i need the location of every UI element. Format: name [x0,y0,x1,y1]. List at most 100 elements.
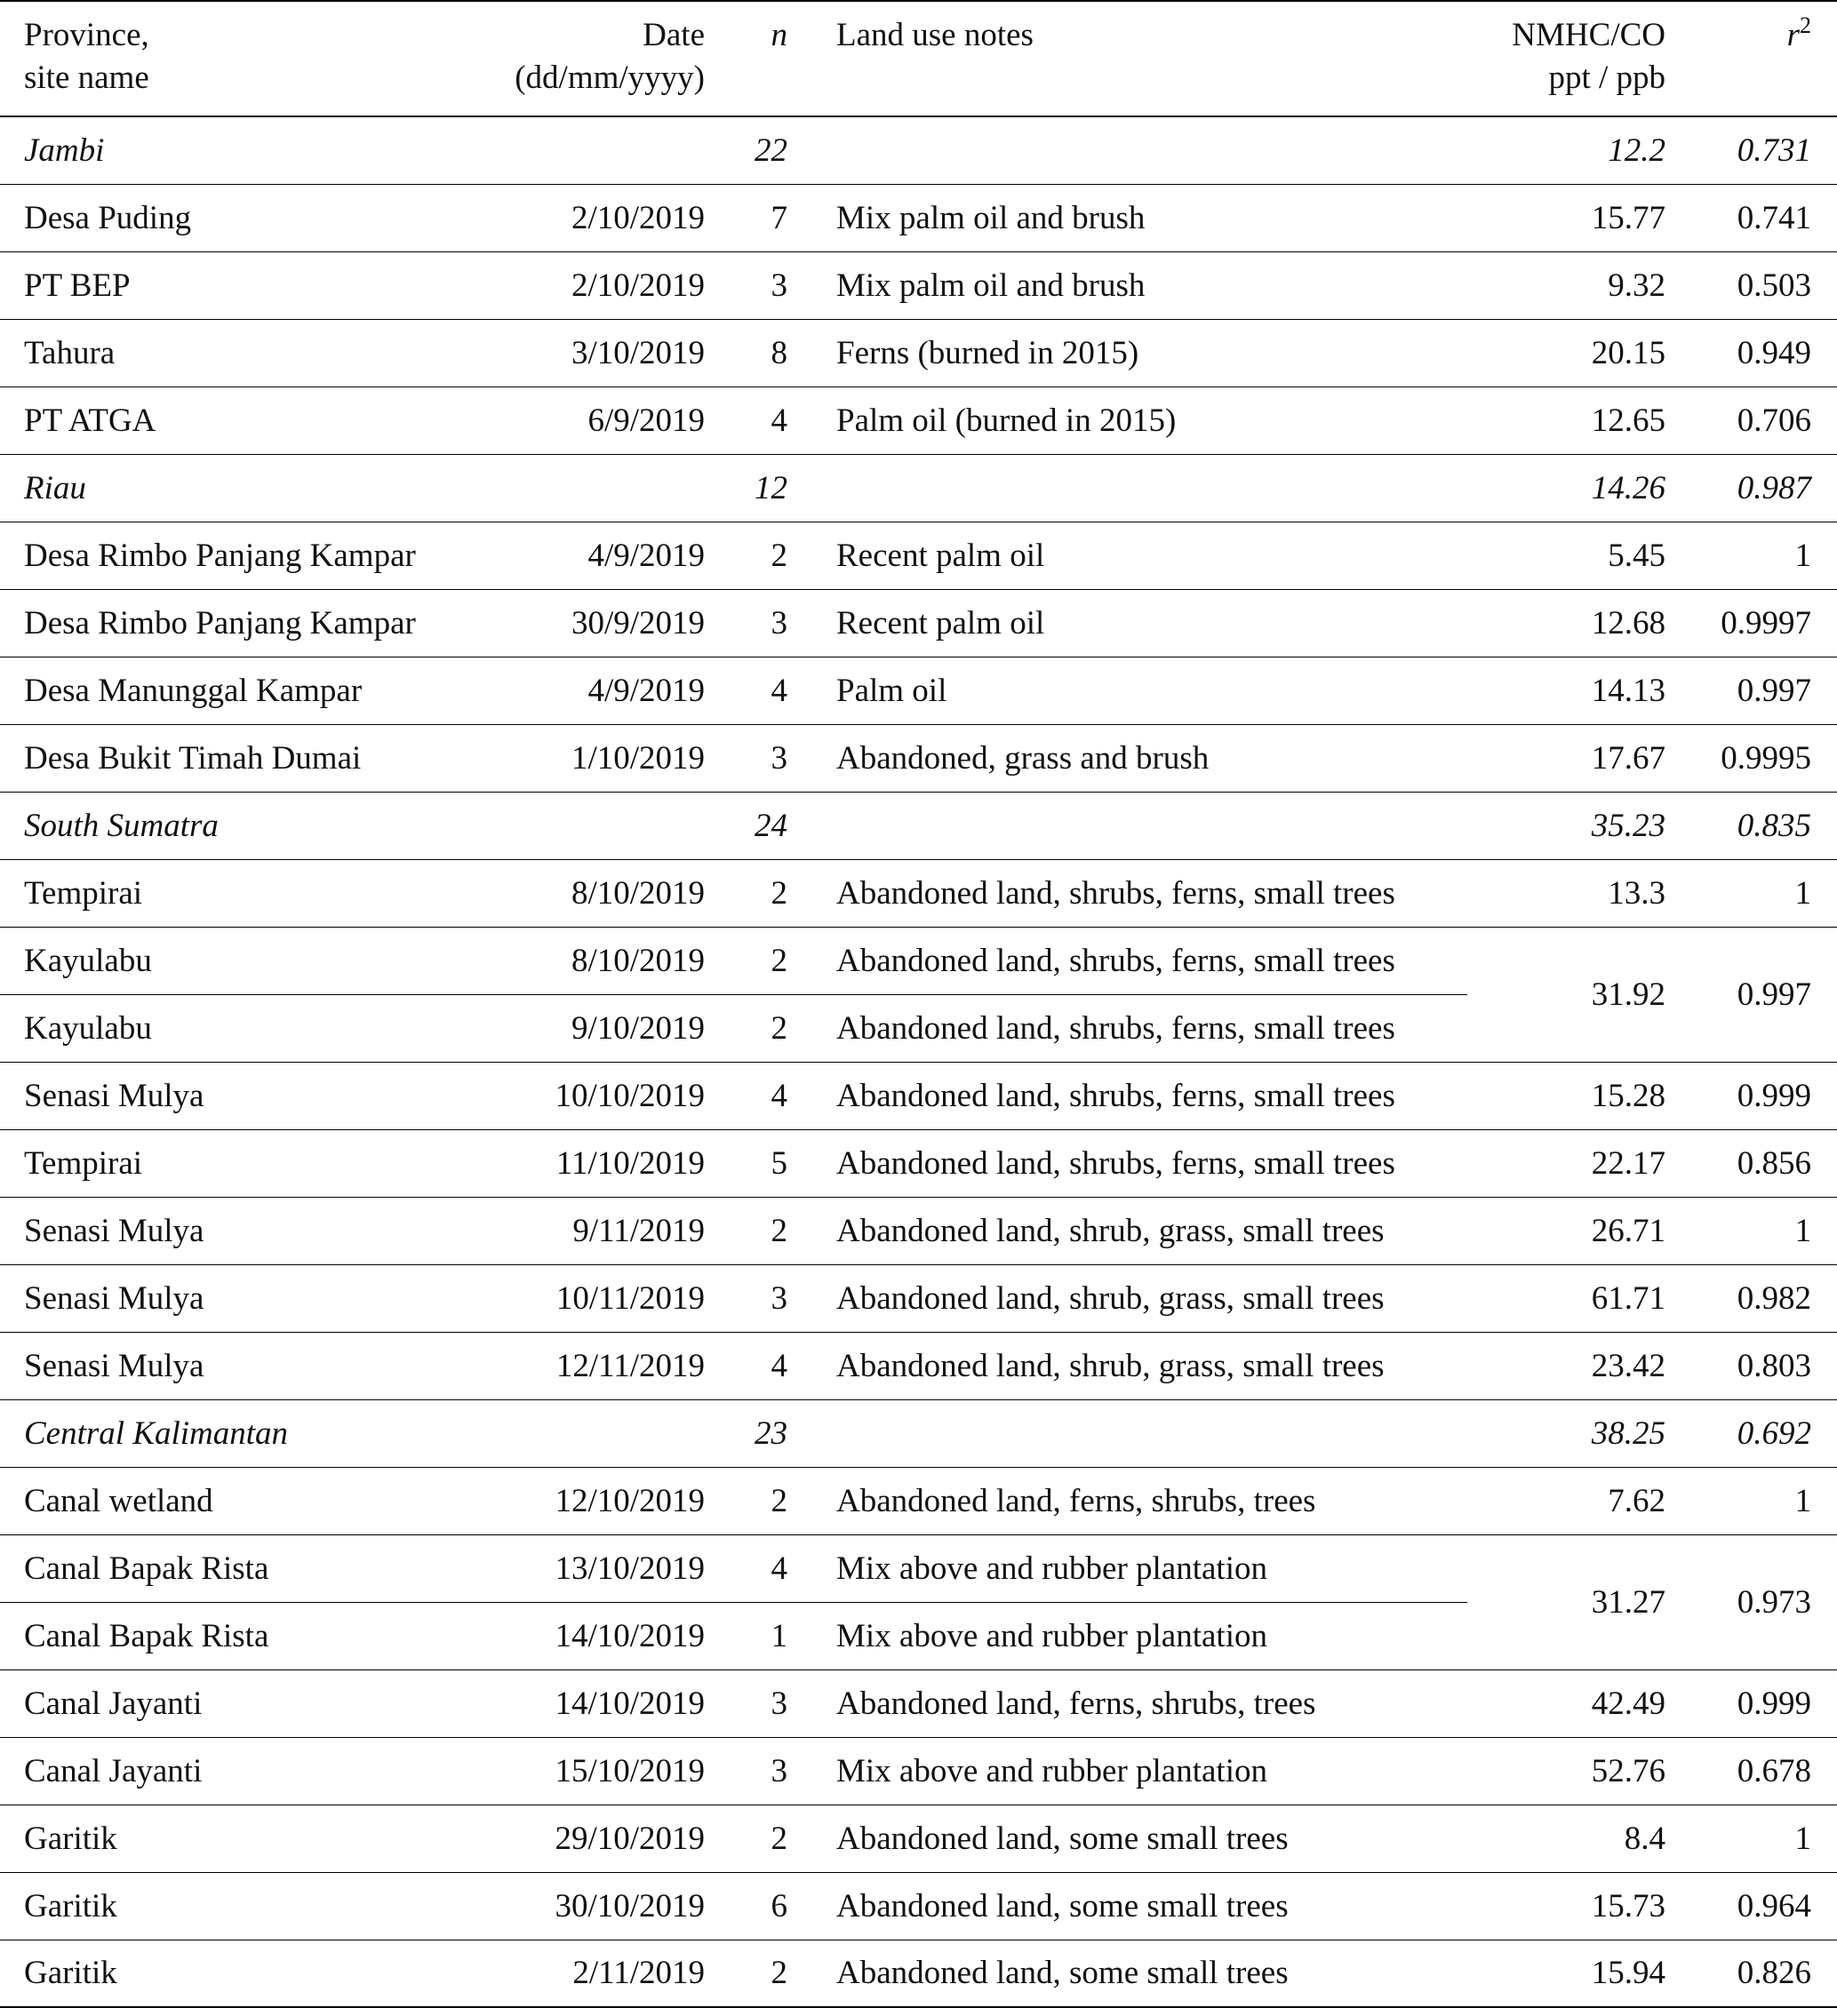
table-cell: 13/10/2019 [480,1534,720,1603]
table-cell [800,1399,1467,1468]
table-cell: Desa Rimbo Panjang Kampar [0,522,480,590]
table-cell: Abandoned land, shrubs, ferns, small tre… [800,1129,1467,1198]
table-cell: 3 [720,1264,800,1333]
table-cell: 5.45 [1467,522,1681,590]
site-row: Canal Jayanti 14/10/2019 3 Abandoned land, … [0,1669,1837,1738]
table-cell [480,792,720,860]
table-cell: 1 [1681,1197,1837,1265]
table-cell: 0.706 [1681,386,1837,455]
table-cell: Senasi Mulya [0,1264,480,1333]
table-cell: Abandoned land, some small trees [800,1805,1467,1873]
table-cell: 2 [720,1197,800,1265]
table-cell: 22 [720,116,800,185]
site-row: Tahura 3/10/2019 8 Ferns (burned in 2015) 20… [0,319,1837,387]
header-row: Province, site name Date (dd/mm/yyyy) n La… [0,1,1837,116]
site-row: Garitik 2/11/2019 2 Abandoned land, some sm… [0,1940,1837,2008]
table-cell: Mix above and rubber plantation [800,1602,1467,1670]
table-cell: 0.803 [1681,1332,1837,1400]
table-cell: Abandoned, grass and brush [800,724,1467,793]
table-cell: 0.835 [1681,792,1837,860]
header-text: Province, [24,17,149,53]
header-text: ppt / ppb [1548,60,1665,96]
table-cell: 11/10/2019 [480,1129,720,1198]
table-cell: Abandoned land, ferns, shrubs, trees [800,1669,1467,1738]
table-cell: 14/10/2019 [480,1669,720,1738]
site-row: Canal Jayanti 15/10/2019 3 Mix above and ru… [0,1737,1837,1805]
table-cell: 0.503 [1681,251,1837,320]
table-cell: 4 [720,1534,800,1603]
table-cell: 2 [720,1467,800,1535]
table-cell: Jambi [0,116,480,185]
table-cell: Garitik [0,1940,480,2008]
table-cell: 0.741 [1681,184,1837,252]
table-cell: Abandoned land, shrubs, ferns, small tre… [800,994,1467,1063]
header-cell: NMHC/CO ppt / ppb [1467,1,1681,116]
table-cell: Senasi Mulya [0,1062,480,1130]
table-cell: 23.42 [1467,1332,1681,1400]
table-cell: 3 [720,1737,800,1805]
table-cell: Garitik [0,1872,480,1940]
table-cell: 9.32 [1467,251,1681,320]
table-cell: 0.9995 [1681,724,1837,793]
table-cell: 1 [1681,1805,1837,1873]
table-cell: 35.23 [1467,792,1681,860]
site-row: Canal wetland 12/10/2019 2 Abandoned land, … [0,1467,1837,1535]
site-row: Desa Rimbo Panjang Kampar 30/9/2019 3 Recen… [0,589,1837,657]
table-cell: 4 [720,386,800,455]
table-cell: 0.949 [1681,319,1837,387]
table-cell: 29/10/2019 [480,1805,720,1873]
table-body: Jambi 22 12.2 0.731 Desa Puding 2/10/2019 7 Mix… [0,116,1837,2008]
table-cell: 31.92 [1467,927,1681,1063]
site-row: Senasi Mulya 10/11/2019 3 Abandoned land, s… [0,1264,1837,1333]
table-cell: 8.4 [1467,1805,1681,1873]
province-row: Jambi 22 12.2 0.731 [0,116,1837,185]
table-cell: 2/10/2019 [480,184,720,252]
header-cell: Province, site name [0,1,480,116]
table-cell: 52.76 [1467,1737,1681,1805]
table-cell [480,1399,720,1468]
table-cell: Senasi Mulya [0,1197,480,1265]
table-cell: 17.67 [1467,724,1681,793]
table-cell: 14.26 [1467,454,1681,522]
site-row: Canal Bapak Rista 14/10/2019 1 Mix above an… [0,1602,1837,1670]
site-row: Senasi Mulya 10/10/2019 4 Abandoned land, s… [0,1062,1837,1130]
table-cell: Desa Rimbo Panjang Kampar [0,589,480,657]
table-cell: 0.678 [1681,1737,1837,1805]
table-cell: 2 [720,522,800,590]
header-superscript: 2 [1800,12,1811,38]
table-cell: Abandoned land, shrubs, ferns, small tre… [800,927,1467,995]
table-cell: 20.15 [1467,319,1681,387]
header-text: n [771,17,788,53]
header-text: Date [643,17,705,53]
table-cell: Ferns (burned in 2015) [800,319,1467,387]
header-cell: n [720,1,800,116]
table-cell: Desa Puding [0,184,480,252]
table-cell: 12 [720,454,800,522]
site-row: Kayulabu 8/10/2019 2 Abandoned land, shrubs… [0,927,1837,1063]
table-cell: Canal Jayanti [0,1669,480,1738]
site-row: Tempirai 11/10/2019 5 Abandoned land, shrub… [0,1129,1837,1198]
table-cell: 12.2 [1467,116,1681,185]
table-cell: 13.3 [1467,859,1681,928]
table-cell: Palm oil (burned in 2015) [800,386,1467,455]
table-cell: 2 [720,1805,800,1873]
table-cell: Abandoned land, some small trees [800,1940,1467,2008]
table-cell: Canal wetland [0,1467,480,1535]
table-cell: 0.997 [1681,657,1837,725]
table-cell: 42.49 [1467,1669,1681,1738]
table-cell: 0.856 [1681,1129,1837,1198]
table-cell: Abandoned land, shrubs, ferns, small tre… [800,1062,1467,1130]
table-cell: 0.9997 [1681,589,1837,657]
table-cell: Abandoned land, shrub, grass, small tree… [800,1332,1467,1400]
table-cell: 3 [720,251,800,320]
table-cell: Garitik [0,1805,480,1873]
table-cell: 2 [720,927,800,995]
table-cell: 0.731 [1681,116,1837,185]
table-cell: 14/10/2019 [480,1602,720,1670]
table-cell: 2 [720,994,800,1063]
province-row: South Sumatra 24 35.23 0.835 [0,792,1837,860]
table-cell: Canal Bapak Rista [0,1602,480,1670]
table-cell: Tempirai [0,1129,480,1198]
table-cell: Abandoned land, shrubs, ferns, small tre… [800,859,1467,928]
table-cell: 8/10/2019 [480,859,720,928]
